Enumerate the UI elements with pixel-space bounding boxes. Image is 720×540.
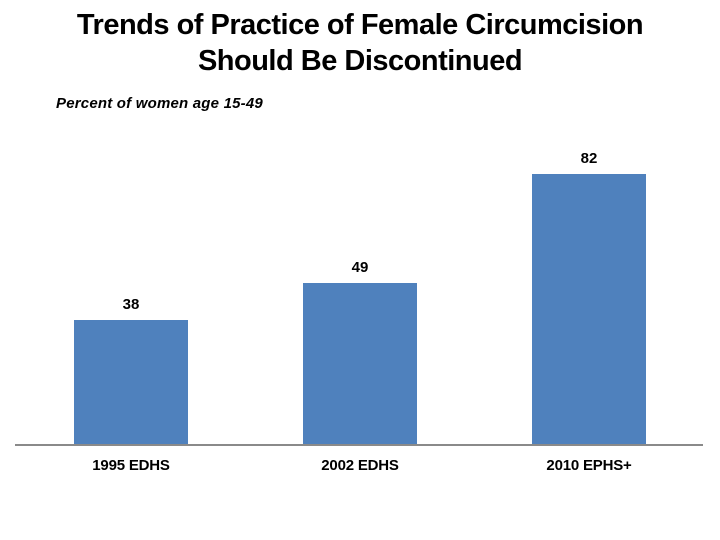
chart-title-line2: Should Be Discontinued [197,45,523,77]
x-axis-category-label: 2002 EDHS [321,457,399,474]
bar [74,320,188,445]
x-axis-category-label: 2010 EPHS+ [546,457,632,474]
bar-value-label: 38 [122,296,140,313]
bar [532,174,646,445]
bar-value-label: 49 [351,259,369,276]
chart-title-line1: Trends of Practice of Female Circumcisio… [76,9,644,41]
bar [303,283,417,445]
x-axis-category-label: 1995 EDHS [92,457,170,474]
bar-value-label: 82 [580,150,598,167]
chart-title: Trends of Practice of Female Circumcisio… [0,7,720,79]
chart-subtitle: Percent of women age 15-49 [56,95,263,112]
x-axis-line [15,444,703,446]
